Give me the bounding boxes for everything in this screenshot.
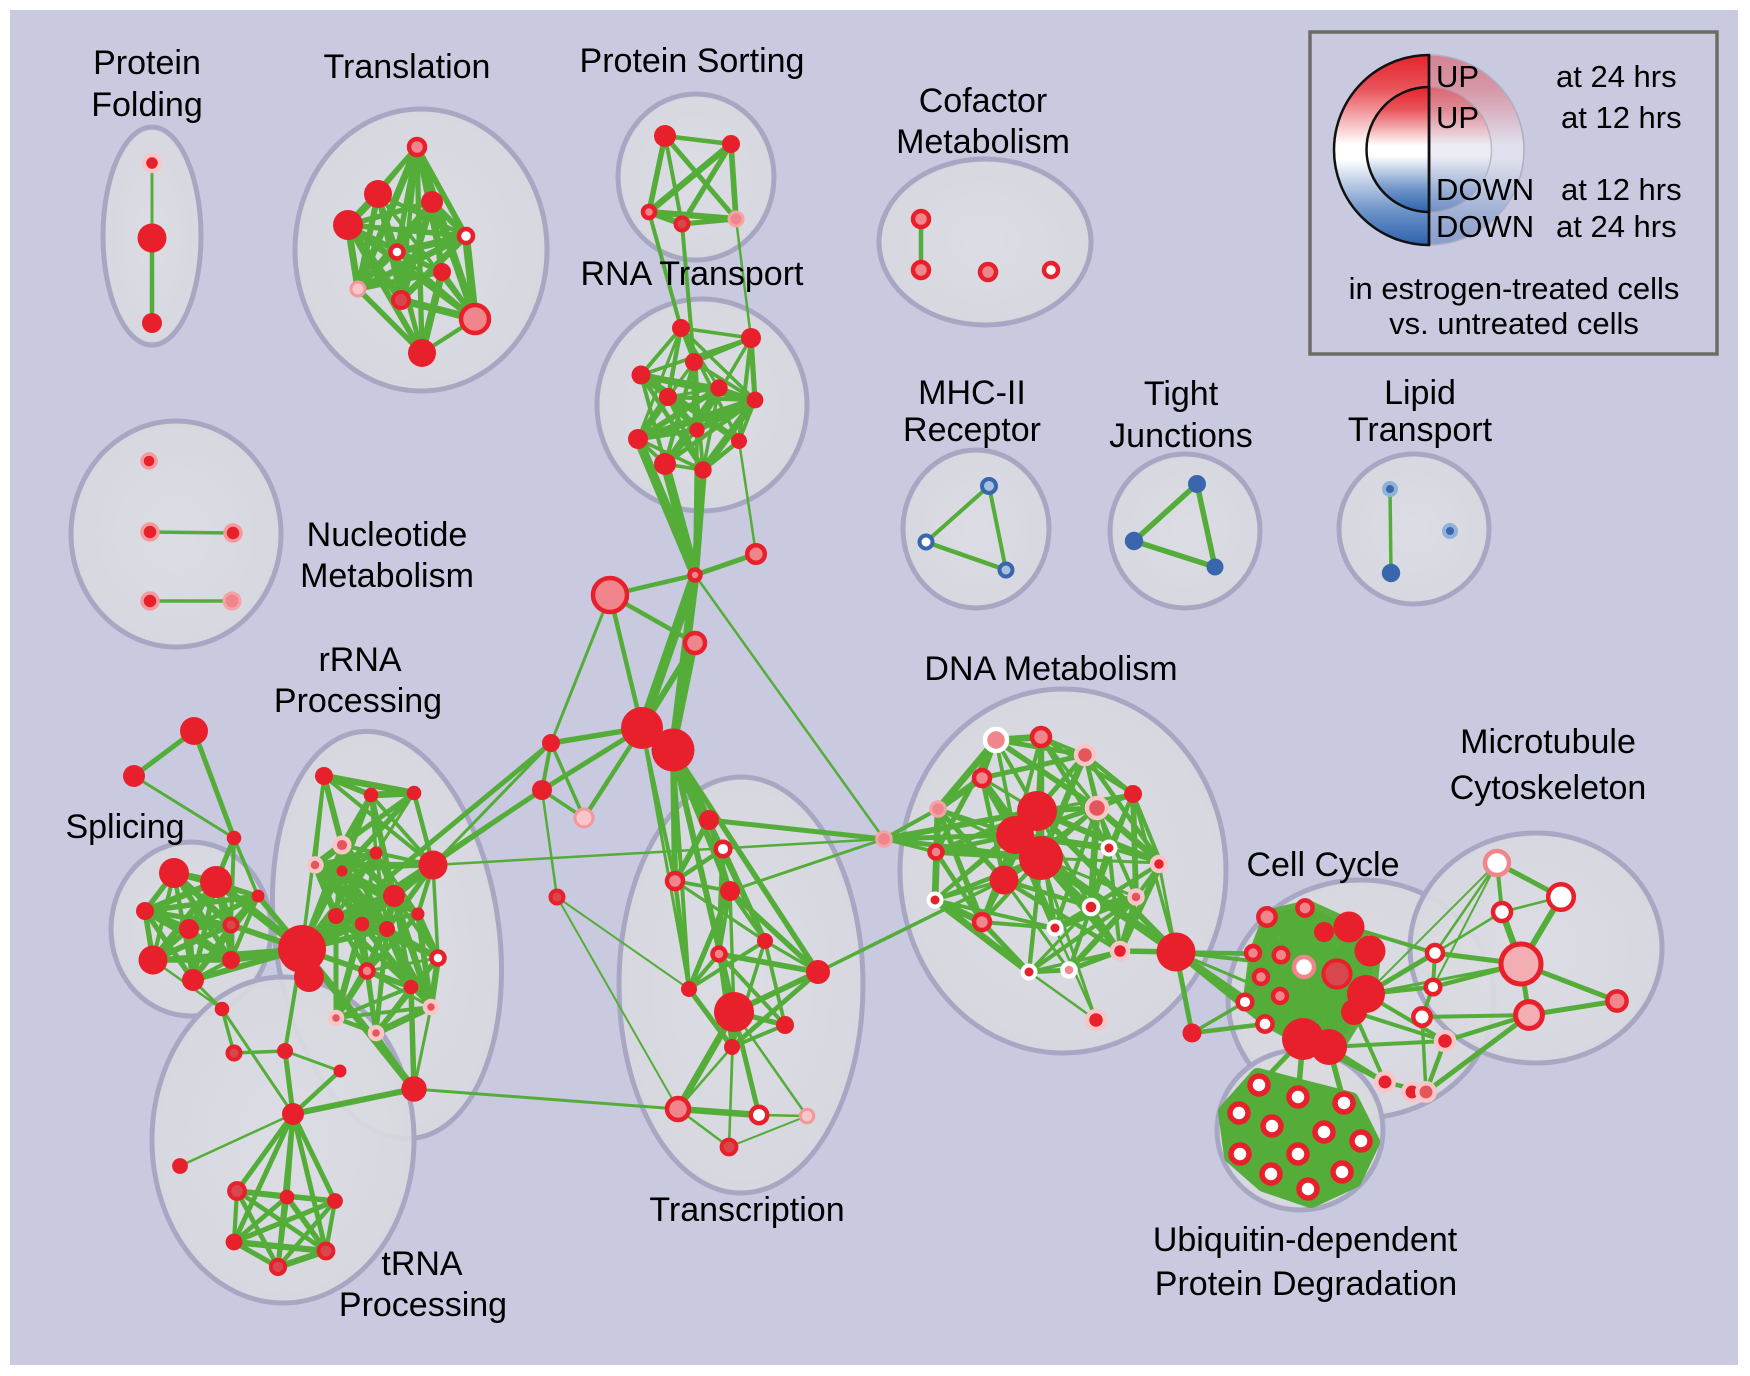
- svg-text:at 24 hrs: at 24 hrs: [1556, 59, 1677, 94]
- svg-text:Protein Sorting: Protein Sorting: [580, 42, 805, 80]
- svg-text:at 24 hrs: at 24 hrs: [1556, 209, 1677, 244]
- svg-text:Splicing: Splicing: [65, 808, 184, 846]
- svg-text:Transport: Transport: [1348, 411, 1493, 449]
- svg-text:in estrogen-treated cells: in estrogen-treated cells: [1349, 271, 1680, 306]
- svg-text:Tight: Tight: [1144, 375, 1219, 413]
- svg-text:Receptor: Receptor: [903, 411, 1041, 449]
- svg-text:DOWN: DOWN: [1436, 172, 1534, 207]
- svg-text:Translation: Translation: [324, 48, 491, 86]
- svg-text:DNA Metabolism: DNA Metabolism: [924, 650, 1177, 688]
- svg-text:Metabolism: Metabolism: [300, 557, 474, 595]
- svg-text:DOWN: DOWN: [1436, 209, 1534, 244]
- svg-text:UP: UP: [1436, 100, 1479, 135]
- svg-text:Protein: Protein: [93, 44, 201, 82]
- svg-text:Junctions: Junctions: [1109, 417, 1253, 455]
- svg-text:Nucleotide: Nucleotide: [307, 516, 468, 554]
- svg-text:at 12 hrs: at 12 hrs: [1561, 172, 1682, 207]
- svg-text:Processing: Processing: [274, 682, 442, 720]
- svg-text:Lipid: Lipid: [1384, 374, 1456, 412]
- svg-text:tRNA: tRNA: [381, 1245, 463, 1283]
- svg-text:Protein Degradation: Protein Degradation: [1155, 1265, 1457, 1303]
- svg-text:Transcription: Transcription: [649, 1191, 844, 1229]
- svg-text:Ubiquitin-dependent: Ubiquitin-dependent: [1153, 1221, 1458, 1259]
- svg-text:Folding: Folding: [91, 86, 203, 124]
- svg-text:Cofactor: Cofactor: [919, 82, 1048, 120]
- svg-text:rRNA: rRNA: [318, 641, 401, 679]
- svg-text:Cell Cycle: Cell Cycle: [1246, 846, 1399, 884]
- svg-text:Cytoskeleton: Cytoskeleton: [1450, 769, 1647, 807]
- svg-text:Metabolism: Metabolism: [896, 123, 1070, 161]
- svg-text:RNA Transport: RNA Transport: [581, 255, 805, 293]
- svg-text:Processing: Processing: [339, 1286, 507, 1324]
- svg-text:vs. untreated cells: vs. untreated cells: [1389, 306, 1639, 341]
- svg-text:MHC-II: MHC-II: [918, 374, 1026, 412]
- svg-text:Microtubule: Microtubule: [1460, 723, 1636, 761]
- svg-text:at 12 hrs: at 12 hrs: [1561, 100, 1682, 135]
- svg-text:UP: UP: [1436, 59, 1479, 94]
